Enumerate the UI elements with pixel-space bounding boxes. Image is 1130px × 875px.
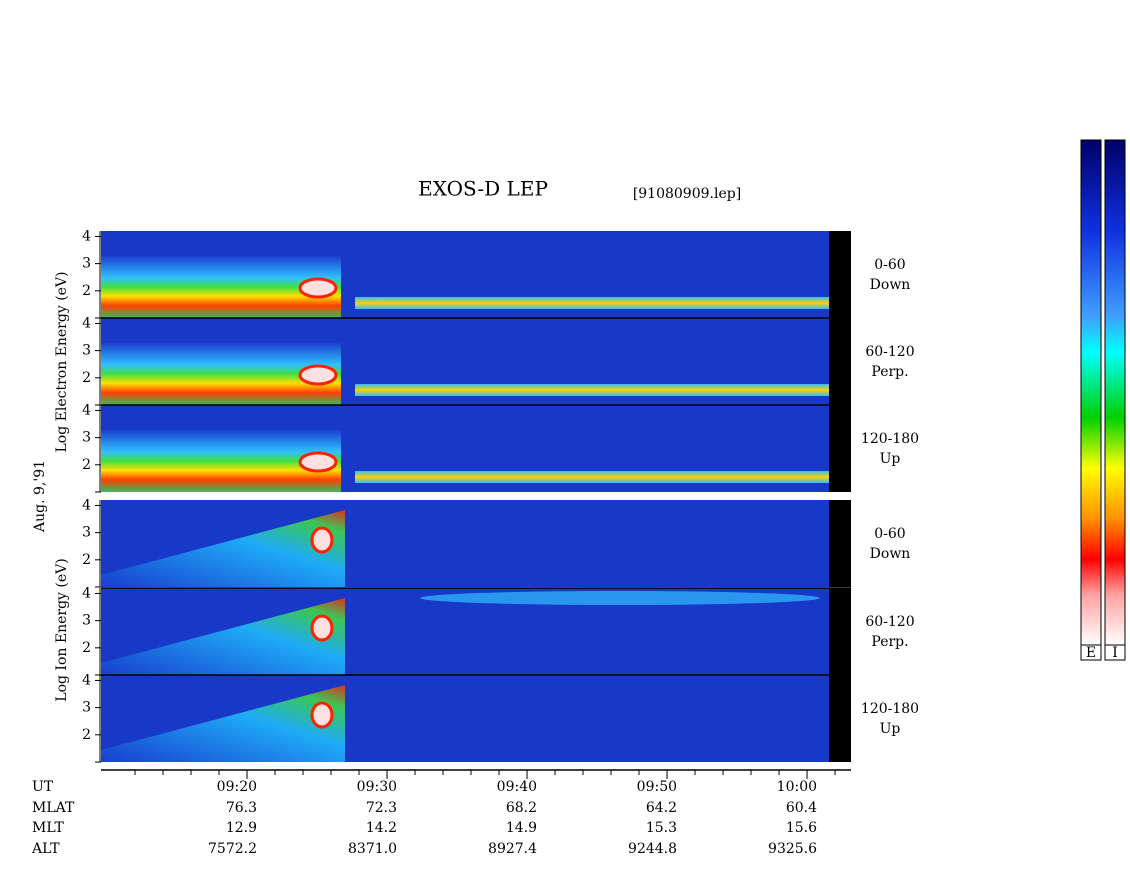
- panel-label: Down: [870, 546, 911, 562]
- y-axis-label: Log Electron Energy (eV): [54, 271, 70, 452]
- y-tick-label: 4: [82, 497, 91, 513]
- row-label: MLT: [32, 820, 64, 836]
- spectrogram-band: [355, 384, 829, 396]
- file-name: [91080909.lep]: [633, 186, 741, 202]
- ephemeris-value: 14.9: [506, 820, 537, 836]
- ephemeris-value: 8927.4: [488, 841, 537, 857]
- colorbar: [1104, 139, 1126, 646]
- ephemeris-value: 76.3: [226, 800, 257, 816]
- ephemeris-value: 8371.0: [348, 841, 397, 857]
- y-tick-label: 4: [82, 585, 91, 601]
- panel-label: 120-180: [861, 701, 919, 717]
- spectrogram-peak: [298, 364, 338, 386]
- panel-label: Perp.: [871, 634, 908, 650]
- x-tick-label: 10:00: [777, 779, 817, 795]
- ephemeris-value: 60.4: [786, 800, 817, 816]
- spectrogram-band: [101, 510, 345, 587]
- ephemeris-value: 7572.2: [208, 841, 257, 857]
- y-tick-label: 2: [82, 283, 91, 299]
- y-tick-label: 4: [82, 315, 91, 331]
- panel-label: 0-60: [874, 257, 905, 273]
- data-gap: [829, 318, 851, 405]
- y-tick-label: 2: [82, 552, 91, 568]
- data-gap: [829, 675, 851, 762]
- row-label: UT: [32, 779, 54, 795]
- spectrogram-band: [101, 598, 345, 675]
- chart-title: EXOS-D LEP: [418, 177, 548, 201]
- data-gap: [829, 405, 851, 492]
- ephemeris-value: 68.2: [506, 800, 537, 816]
- spectrogram-peak: [310, 701, 334, 729]
- panel-label: 60-120: [865, 344, 914, 360]
- y-tick-label: 4: [82, 228, 91, 244]
- ephemeris-value: 15.6: [786, 820, 817, 836]
- y-tick-label: 2: [82, 370, 91, 386]
- y-tick-label: 2: [82, 457, 91, 473]
- row-label: ALT: [31, 841, 60, 857]
- y-tick-label: 4: [82, 402, 91, 418]
- ephemeris-value: 64.2: [646, 800, 677, 816]
- spectrogram-band: [355, 471, 829, 483]
- panel-label: Perp.: [871, 364, 908, 380]
- y-tick-label: 3: [82, 430, 91, 446]
- y-tick-label: 3: [82, 256, 91, 272]
- ephemeris-value: 9244.8: [628, 841, 677, 857]
- spectrogram-band: [355, 297, 829, 309]
- data-gap: [829, 588, 851, 675]
- spectrogram-arc: [420, 591, 820, 605]
- panel-label: Down: [870, 277, 911, 293]
- y-tick-label: 2: [82, 727, 91, 743]
- colorbar-label: E: [1086, 645, 1096, 661]
- ephemeris-value: 9325.6: [768, 841, 817, 857]
- colorbar: [1080, 139, 1102, 646]
- colorbar-box: [1104, 644, 1126, 661]
- panel-label: Up: [880, 451, 901, 467]
- spectrogram-peak: [298, 277, 338, 299]
- ephemeris-value: 15.3: [646, 820, 677, 836]
- data-gap: [829, 500, 851, 587]
- colorbar-box: [1080, 644, 1102, 661]
- spectrogram-peak: [298, 451, 338, 473]
- y-tick-label: 3: [82, 343, 91, 359]
- panel-label: 120-180: [861, 431, 919, 447]
- x-tick-label: 09:30: [357, 779, 397, 795]
- date-label: Aug. 9,'91: [32, 460, 48, 533]
- spectrogram-peak: [310, 526, 334, 554]
- x-tick-label: 09:20: [217, 779, 257, 795]
- colorbar-label: I: [1112, 645, 1118, 661]
- y-tick-label: 3: [82, 700, 91, 716]
- panel-label: 60-120: [865, 614, 914, 630]
- x-tick-label: 09:50: [637, 779, 677, 795]
- ephemeris-value: 14.2: [366, 820, 397, 836]
- y-tick-label: 2: [82, 640, 91, 656]
- x-tick-label: 09:40: [497, 779, 537, 795]
- spectrogram-peak: [310, 614, 334, 642]
- data-gap: [829, 231, 851, 318]
- panel-label: 0-60: [874, 526, 905, 542]
- ephemeris-value: 72.3: [366, 800, 397, 816]
- y-tick-label: 4: [82, 672, 91, 688]
- y-tick-label: 3: [82, 613, 91, 629]
- y-tick-label: 3: [82, 525, 91, 541]
- panel-label: Up: [880, 721, 901, 737]
- spectrogram-band: [101, 685, 345, 762]
- ephemeris-value: 12.9: [226, 820, 257, 836]
- y-axis-label: Log Ion Energy (eV): [54, 558, 70, 701]
- row-label: MLAT: [32, 800, 75, 816]
